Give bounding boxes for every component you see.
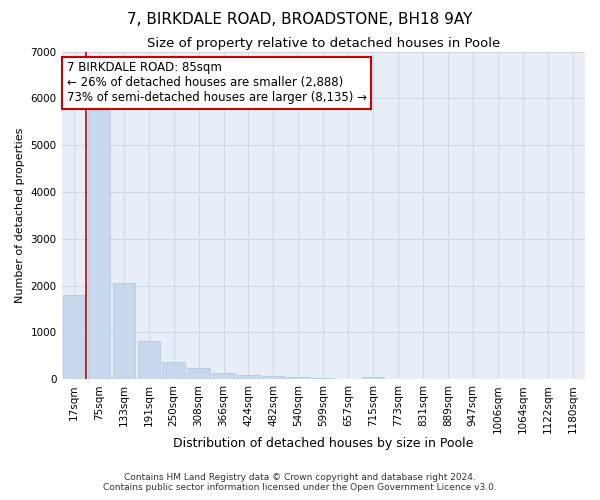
Bar xyxy=(187,368,210,379)
X-axis label: Distribution of detached houses by size in Poole: Distribution of detached houses by size … xyxy=(173,437,473,450)
Bar xyxy=(312,378,334,379)
Text: 7, BIRKDALE ROAD, BROADSTONE, BH18 9AY: 7, BIRKDALE ROAD, BROADSTONE, BH18 9AY xyxy=(127,12,473,28)
Bar xyxy=(63,295,85,379)
Bar xyxy=(362,377,385,379)
Bar xyxy=(163,362,185,379)
Bar xyxy=(113,284,135,379)
Bar xyxy=(212,372,235,379)
Text: Contains HM Land Registry data © Crown copyright and database right 2024.
Contai: Contains HM Land Registry data © Crown c… xyxy=(103,473,497,492)
Bar xyxy=(137,341,160,379)
Bar xyxy=(237,374,260,379)
Bar xyxy=(287,377,310,379)
Title: Size of property relative to detached houses in Poole: Size of property relative to detached ho… xyxy=(146,38,500,51)
Bar xyxy=(88,110,110,379)
Y-axis label: Number of detached properties: Number of detached properties xyxy=(15,128,25,303)
Bar xyxy=(262,376,284,379)
Text: 7 BIRKDALE ROAD: 85sqm
← 26% of detached houses are smaller (2,888)
73% of semi-: 7 BIRKDALE ROAD: 85sqm ← 26% of detached… xyxy=(67,62,367,104)
